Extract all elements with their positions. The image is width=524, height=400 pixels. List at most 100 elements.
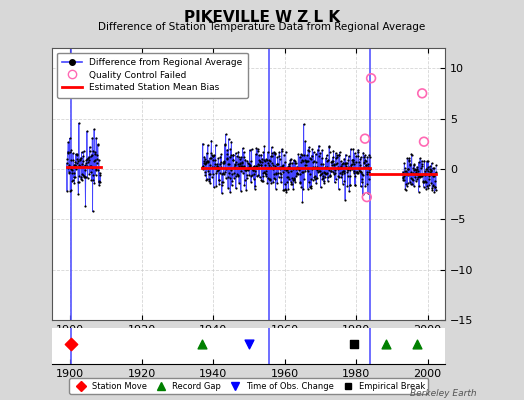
Point [310,174,319,180]
Point [410,161,419,168]
Point [400,173,408,180]
Point [204,171,213,177]
Point [428,160,436,166]
Point [363,181,371,187]
Point [293,170,302,176]
Point [248,165,257,172]
Point [362,162,370,168]
Point [413,171,422,178]
Point [263,168,271,174]
Point [316,184,325,191]
Point [293,171,301,178]
Point [214,166,222,173]
Point [296,179,304,185]
Point [89,148,97,154]
Point [302,162,310,168]
Point [210,152,219,158]
Point [382,341,390,347]
Point [244,166,252,173]
Point [333,152,341,158]
Point [227,152,235,158]
Point [362,158,370,165]
Point [352,169,361,176]
Point [292,172,300,179]
Point [223,155,232,162]
Point [279,187,288,193]
Point [316,150,324,156]
Point [268,150,276,156]
Point [338,171,346,177]
Point [412,178,420,184]
Point [81,174,89,180]
Point [331,169,340,176]
Point [216,164,225,170]
Point [257,177,266,184]
Point [358,176,366,183]
Point [235,161,244,168]
Point [207,137,215,144]
Point [303,166,311,172]
Point [351,181,359,188]
Point [256,162,265,168]
Point [428,187,436,193]
Point [243,166,252,172]
Point [401,168,409,174]
Point [301,138,309,144]
Point [356,156,365,162]
Point [267,144,276,150]
Point [323,164,332,170]
Point [408,181,416,188]
Point [285,161,293,167]
Point [234,172,243,178]
Point [224,185,232,191]
Point [239,163,248,169]
Point [305,148,313,154]
Point [285,168,293,175]
Point [425,169,434,175]
Point [239,170,247,176]
Point [399,176,407,183]
Point [313,174,322,181]
Point [282,167,291,174]
Point [344,173,352,179]
Point [265,162,274,168]
Point [208,164,216,170]
Point [290,176,298,183]
Point [224,174,232,180]
Point [246,162,254,168]
Point [331,150,340,156]
Point [412,169,420,175]
Point [288,174,296,181]
Point [71,162,79,168]
Point [297,151,305,158]
Point [364,176,373,182]
Point [424,176,433,182]
Point [356,168,364,174]
Point [236,160,245,166]
Legend: Difference from Regional Average, Quality Control Failed, Estimated Station Mean: Difference from Regional Average, Qualit… [57,52,248,98]
Point [300,175,308,182]
Point [78,149,86,156]
Point [67,166,75,172]
Point [292,165,300,172]
Point [367,75,375,82]
Point [242,166,250,173]
Point [414,159,423,166]
Point [78,160,86,167]
Point [233,164,241,171]
Point [68,170,76,176]
Point [89,208,97,215]
Point [259,178,267,184]
Point [212,182,220,189]
Point [260,143,269,150]
Point [324,174,333,180]
Point [347,162,355,169]
Point [290,174,299,181]
Point [69,157,78,164]
Point [250,162,258,169]
Point [74,179,82,185]
Point [399,174,407,180]
Point [327,168,335,174]
Point [65,170,73,176]
Point [432,187,440,194]
